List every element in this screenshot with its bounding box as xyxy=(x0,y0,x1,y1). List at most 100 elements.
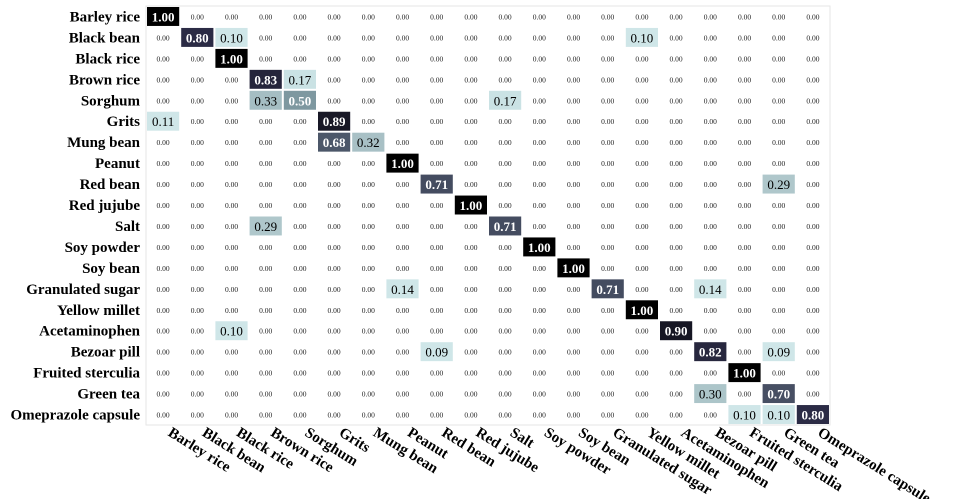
cell-value: 0.00 xyxy=(738,138,751,147)
cell-value: 0.00 xyxy=(601,138,614,147)
cell-value: 0.00 xyxy=(772,369,785,378)
cell-value: 0.00 xyxy=(464,285,477,294)
cell-value: 0.00 xyxy=(601,306,614,315)
cell-value: 0.00 xyxy=(191,411,204,420)
cell-value: 0.00 xyxy=(225,264,238,273)
row-label-peanut: Peanut xyxy=(95,156,140,172)
cell-value-labels: 1.00 0.00 0.00 0.00 0.00 0.00 0.00 0.00 0.00 0.00… xyxy=(152,9,825,422)
cell-value: 0.00 xyxy=(430,306,443,315)
row-label-soy-bean: Soy bean xyxy=(82,261,141,277)
cell-value: 0.00 xyxy=(225,411,238,420)
cell-value: 0.00 xyxy=(430,54,443,63)
row-label-mung-bean: Mung bean xyxy=(67,135,141,151)
cell-value: 0.00 xyxy=(259,33,272,42)
cell-value: 0.00 xyxy=(293,348,306,357)
cell-value: 0.10 xyxy=(220,30,243,45)
cell-value: 0.00 xyxy=(499,348,512,357)
cell-value: 0.70 xyxy=(767,387,790,402)
cell-value: 0.00 xyxy=(670,369,683,378)
cell-value: 0.00 xyxy=(157,96,170,105)
heatmap-cell xyxy=(625,27,658,47)
cell-value: 0.00 xyxy=(533,201,546,210)
cell-value: 0.00 xyxy=(567,96,580,105)
cell-value: 0.00 xyxy=(806,201,819,210)
cell-value: 0.00 xyxy=(772,138,785,147)
cell-value: 0.00 xyxy=(293,159,306,168)
cell-value: 0.00 xyxy=(806,159,819,168)
heatmap-cell xyxy=(728,405,761,424)
cell-value: 0.00 xyxy=(259,369,272,378)
cell-value: 1.00 xyxy=(152,9,175,24)
cell-value: 0.00 xyxy=(430,243,443,252)
cell-value: 0.00 xyxy=(328,222,341,231)
cell-value: 0.00 xyxy=(738,285,751,294)
cell-value: 0.83 xyxy=(254,72,277,87)
cell-value: 0.00 xyxy=(499,180,512,189)
cell-value: 0.00 xyxy=(806,96,819,105)
cell-value: 0.00 xyxy=(259,201,272,210)
cell-value: 0.00 xyxy=(464,390,477,399)
cell-value: 0.00 xyxy=(464,222,477,231)
cell-value: 0.00 xyxy=(430,96,443,105)
cell-value: 0.00 xyxy=(328,348,341,357)
cell-value: 0.00 xyxy=(499,12,512,21)
heatmap-cell xyxy=(489,216,522,236)
cell-value: 0.00 xyxy=(499,75,512,84)
cell-value: 0.00 xyxy=(191,180,204,189)
cell-value: 0.00 xyxy=(499,285,512,294)
cell-value: 0.00 xyxy=(430,285,443,294)
cell-value: 0.00 xyxy=(567,180,580,189)
cell-value: 1.00 xyxy=(391,156,414,171)
cell-value: 0.00 xyxy=(259,117,272,126)
heatmap-cell xyxy=(249,216,282,236)
heatmap-cell xyxy=(796,405,829,424)
cell-value: 0.00 xyxy=(567,390,580,399)
cell-value: 0.00 xyxy=(738,327,751,336)
cell-value: 0.00 xyxy=(464,138,477,147)
cell-value: 0.00 xyxy=(670,411,683,420)
cell-value: 0.00 xyxy=(396,390,409,399)
cell-value: 0.00 xyxy=(806,285,819,294)
cell-value: 0.00 xyxy=(191,306,204,315)
cell-value: 0.00 xyxy=(259,327,272,336)
cell-value: 0.00 xyxy=(362,306,375,315)
cell-value: 0.00 xyxy=(738,264,751,273)
cell-value: 0.00 xyxy=(293,264,306,273)
cell-value: 0.00 xyxy=(499,201,512,210)
cell-value: 0.00 xyxy=(806,243,819,252)
cell-value: 0.00 xyxy=(362,201,375,210)
cell-value: 0.00 xyxy=(362,54,375,63)
cell-value: 0.00 xyxy=(225,369,238,378)
row-label-granulated-sugar: Granulated sugar xyxy=(26,282,140,298)
heatmap-cell xyxy=(523,237,556,257)
cell-value: 0.00 xyxy=(191,264,204,273)
cell-value: 0.00 xyxy=(396,12,409,21)
cell-value: 0.00 xyxy=(362,243,375,252)
cell-value: 0.00 xyxy=(259,54,272,63)
cell-value: 0.82 xyxy=(699,345,722,360)
cell-value: 0.00 xyxy=(430,159,443,168)
cell-value: 0.00 xyxy=(635,411,648,420)
heatmap-cell xyxy=(694,279,727,299)
cell-value: 0.00 xyxy=(738,222,751,231)
cell-value: 0.00 xyxy=(567,12,580,21)
cell-value: 0.00 xyxy=(259,12,272,21)
cell-value: 0.09 xyxy=(767,345,790,360)
cell-value: 0.00 xyxy=(396,243,409,252)
cell-value: 0.00 xyxy=(362,222,375,231)
cell-value: 0.00 xyxy=(396,369,409,378)
cell-value: 0.80 xyxy=(802,408,825,423)
cell-value: 0.00 xyxy=(806,390,819,399)
cell-value: 0.00 xyxy=(567,285,580,294)
cell-value: 0.00 xyxy=(191,222,204,231)
cell-value: 0.71 xyxy=(425,177,448,192)
cell-value: 0.00 xyxy=(806,33,819,42)
cell-value: 0.68 xyxy=(323,135,346,150)
cell-value: 0.00 xyxy=(806,348,819,357)
cell-value: 0.00 xyxy=(499,117,512,126)
cell-value: 0.00 xyxy=(328,180,341,189)
cell-value: 0.00 xyxy=(328,159,341,168)
cell-value: 0.00 xyxy=(259,264,272,273)
cell-value: 0.00 xyxy=(430,75,443,84)
